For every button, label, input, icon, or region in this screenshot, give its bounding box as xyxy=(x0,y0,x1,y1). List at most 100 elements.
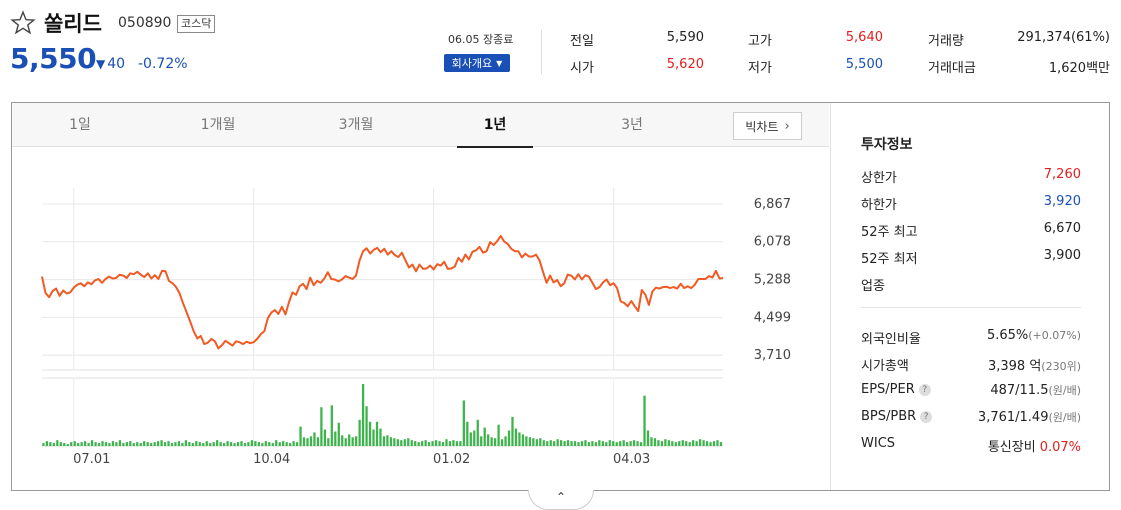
tab-1day[interactable]: 1일 xyxy=(69,117,91,133)
volume-bar xyxy=(702,440,705,446)
volume-bar xyxy=(692,440,695,446)
volume-bar xyxy=(198,442,201,446)
volume-bar xyxy=(608,440,611,446)
volume-bar xyxy=(181,443,184,446)
volume-bar xyxy=(414,441,417,446)
chart-area: 6,867 6,078 5,288 4,499 3,710 07.01 10.04 01.02… xyxy=(12,148,829,490)
info-row: WICS 통신장비 0.07% xyxy=(861,436,1081,455)
help-icon[interactable]: ? xyxy=(920,411,933,423)
volume-bar xyxy=(45,441,49,446)
volume-bar xyxy=(584,440,587,446)
info-value: 통신장비 0.07% xyxy=(988,436,1081,455)
quote-label: 거래량 xyxy=(928,34,964,49)
volume-bar xyxy=(514,428,518,446)
volume-bar xyxy=(410,440,413,446)
y-tick-label: 3,710 xyxy=(754,348,791,363)
investment-title: 투자정보 xyxy=(861,137,913,153)
info-value: 5.65%(+0.07%) xyxy=(987,328,1081,343)
volume-bar xyxy=(598,440,601,446)
stock-header: 쏠리드 050890 코스닥 5,550 ▼ 40 -0.72% 06.05 장종… xyxy=(0,0,1121,100)
volume-bar xyxy=(59,442,62,446)
volume-bar xyxy=(487,434,490,446)
market-badge: 코스닥 xyxy=(177,15,216,33)
volume-bar xyxy=(202,443,205,446)
y-tick-label: 5,288 xyxy=(754,273,791,288)
volume-bar xyxy=(90,440,94,446)
volume-bar xyxy=(240,441,243,446)
volume-bar xyxy=(132,443,135,446)
volume-bar xyxy=(129,441,132,446)
volume-bar xyxy=(351,437,354,446)
info-label: 52주 최저 xyxy=(861,252,918,267)
collapse-toggle[interactable]: ⌃ xyxy=(528,490,594,510)
change-percent: -0.72% xyxy=(138,56,188,72)
volume-bar xyxy=(191,443,194,446)
volume-bar xyxy=(421,441,424,446)
volume-bar xyxy=(167,441,170,446)
volume-bar xyxy=(341,435,344,446)
volume-bar xyxy=(427,442,431,446)
volume-bar xyxy=(104,442,108,446)
volume-bar xyxy=(229,442,233,446)
volume-bar xyxy=(480,436,483,446)
volume-bar xyxy=(125,442,128,446)
volume-bar xyxy=(111,441,115,446)
volume-bar xyxy=(80,442,83,446)
volume-bar xyxy=(563,441,566,446)
volume-bar xyxy=(334,431,337,446)
volume-bar xyxy=(660,441,664,446)
big-chart-button[interactable]: 빅차트 › xyxy=(733,112,802,140)
volume-bar xyxy=(542,440,545,446)
volume-bar xyxy=(664,439,667,446)
info-sub: (+0.07%) xyxy=(1028,329,1081,342)
volume-bar xyxy=(424,440,427,446)
company-overview-button[interactable]: 회사개요 ▼ xyxy=(444,54,510,72)
volume-bar xyxy=(63,443,66,446)
info-value: 3,398 억(230위) xyxy=(988,355,1081,374)
volume-bar xyxy=(337,422,340,446)
info-label: 52주 최고 xyxy=(861,225,918,240)
volume-bar xyxy=(570,441,573,446)
volume-bar xyxy=(441,442,445,446)
tab-3month[interactable]: 3개월 xyxy=(338,117,374,133)
volume-bar xyxy=(295,442,299,446)
volume-bar xyxy=(483,427,486,446)
quote-label: 전일 xyxy=(570,34,594,49)
volume-bar xyxy=(639,442,643,446)
volume-bar xyxy=(626,442,629,446)
volume-bar xyxy=(646,430,650,446)
down-triangle-icon: ▼ xyxy=(96,57,106,71)
volume-bar xyxy=(257,442,260,446)
volume-bar xyxy=(254,441,257,446)
volume-bar xyxy=(365,406,368,446)
volume-bar xyxy=(330,405,333,446)
tab-1year[interactable]: 1년 xyxy=(455,103,535,148)
volume-bar xyxy=(146,442,149,446)
volume-bar xyxy=(382,436,386,446)
volume-bar xyxy=(685,441,688,446)
big-chart-label: 빅차트 xyxy=(745,119,779,134)
volume-bar xyxy=(518,432,521,446)
volume-bar xyxy=(549,440,552,446)
volume-bar xyxy=(612,441,615,446)
volume-bar xyxy=(434,440,438,446)
current-price: 5,550 xyxy=(10,42,97,75)
help-icon[interactable]: ? xyxy=(918,384,931,396)
volume-bar xyxy=(500,439,504,446)
volume-bar xyxy=(532,438,535,446)
star-icon[interactable] xyxy=(10,10,36,36)
volume-bar xyxy=(448,441,452,446)
tab-3year[interactable]: 3년 xyxy=(621,117,643,133)
volume-bar xyxy=(473,430,476,446)
info-value: 3,900 xyxy=(1043,248,1081,263)
volume-bar xyxy=(361,384,365,446)
tab-1month[interactable]: 1개월 xyxy=(200,117,236,133)
volume-bar xyxy=(507,430,511,446)
x-tick-label: 01.02 xyxy=(433,452,470,467)
chart-panel: 1일 1개월 3개월 1년 3년 빅차트 › 6,867 6,078 5,288 4,4… xyxy=(11,102,1110,491)
quote-label: 저가 xyxy=(748,61,772,76)
quote-label: 고가 xyxy=(748,34,772,49)
volume-bar xyxy=(188,442,191,446)
volume-bar xyxy=(438,441,441,446)
volume-bar xyxy=(115,442,118,446)
